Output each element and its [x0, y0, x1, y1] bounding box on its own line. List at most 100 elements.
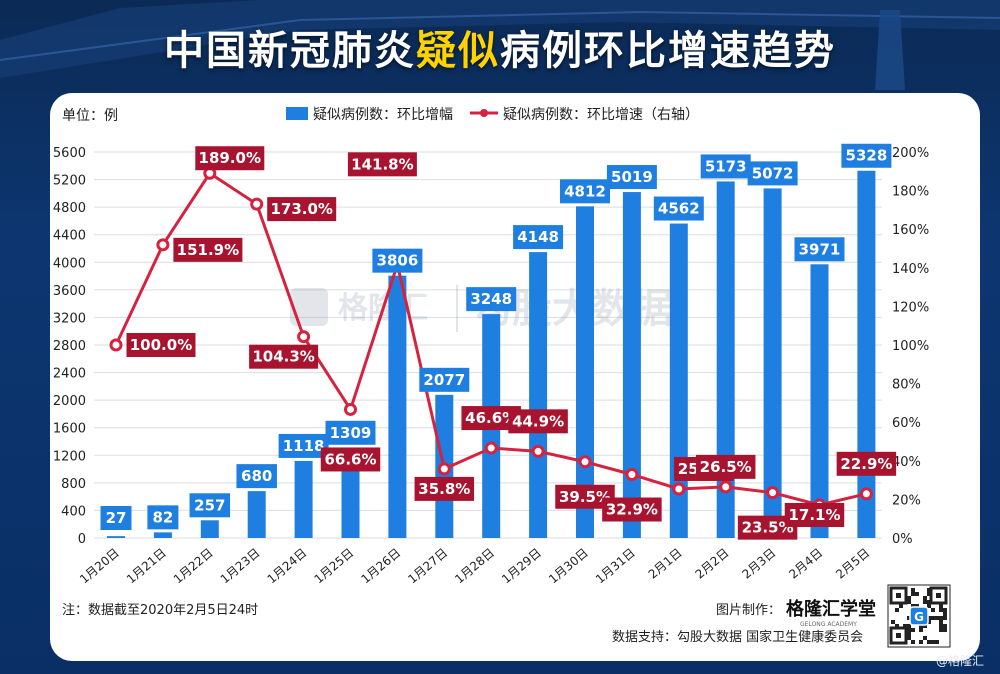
- qr-module: [931, 608, 935, 612]
- x-tick-label: 1月28日: [452, 546, 497, 587]
- unit-label: 单位：例: [62, 108, 118, 124]
- y-left-tick-label: 2800: [53, 339, 86, 354]
- qr-module: [919, 640, 923, 644]
- qr-module: [935, 640, 939, 644]
- rate-point: [859, 487, 873, 501]
- qr-module: [907, 624, 911, 628]
- qr-module: [939, 628, 943, 632]
- qr-finder: [889, 626, 908, 645]
- rate-point: [156, 238, 170, 252]
- made-by-label: 图片制作：: [716, 603, 781, 618]
- x-tick-label: 1月31日: [593, 546, 638, 587]
- rate-value-label: 189.0%: [199, 149, 261, 167]
- y-right-tick-label: 120%: [892, 300, 929, 315]
- rate-value-label: 46.6%: [465, 409, 517, 427]
- brand-name: 格隆汇学堂: [786, 598, 876, 620]
- bar-value-label: 3806: [377, 252, 419, 270]
- rate-value-label-box: [347, 152, 417, 177]
- rate-value-label: 104.3%: [252, 348, 314, 366]
- y-right-tick-label: 160%: [892, 223, 929, 238]
- x-tick-label: 2月3日: [739, 546, 778, 582]
- rate-point: [297, 330, 311, 344]
- y-axis-right: 0% 20% 40% 60% 80% 100% 120% 140% 160% 180% 200%: [892, 146, 929, 547]
- bar: [857, 170, 876, 538]
- x-tick-label: 1月20日: [77, 546, 122, 587]
- rate-value-label-box: [249, 344, 319, 369]
- qr-module: [943, 612, 947, 616]
- bar-value-label: 5072: [752, 164, 794, 182]
- rate-point: [484, 441, 498, 455]
- image-credit: @格隆汇: [936, 654, 985, 668]
- y-right-tick-label: 60%: [892, 416, 921, 431]
- rate-value-label-box: [195, 146, 265, 171]
- bar-value-label: 5019: [611, 168, 653, 186]
- bar-value-label: 1118: [283, 437, 325, 455]
- x-tick-label: 1月29日: [499, 546, 544, 587]
- qr-module: [915, 604, 919, 608]
- rate-value-label-box: [126, 333, 196, 357]
- qr-module: [927, 616, 931, 620]
- rate-value-label-box: [695, 454, 756, 479]
- rate-value-label-box: [602, 497, 662, 522]
- qr-module: [939, 616, 943, 620]
- y-left-tick-label: 2000: [53, 394, 86, 409]
- qr-module: [939, 620, 943, 624]
- qr-module: [911, 588, 915, 592]
- legend: 疑似病例数：环比增幅 疑似病例数：环比增速（右轴）: [286, 107, 699, 123]
- bar: [529, 252, 548, 538]
- qr-module: [911, 640, 915, 644]
- bar-labels: 27 82 257 680 1118 1309 3806 2077 3248 4148 4812 50…: [100, 143, 892, 530]
- x-tick-label: 1月30日: [546, 546, 591, 587]
- qr-module: [927, 588, 931, 592]
- rate-value-label: 26.5%: [700, 458, 752, 476]
- qr-module: [911, 604, 915, 608]
- x-tick-label: 1月25日: [311, 546, 356, 587]
- bar: [200, 520, 219, 538]
- bar-value-label-box: [747, 161, 798, 186]
- qr-finder-dot: [896, 593, 901, 598]
- bar-value-label-box: [560, 179, 610, 204]
- qr-module: [927, 600, 931, 604]
- legend-line-marker: [480, 109, 488, 117]
- qr-finder: [929, 586, 948, 605]
- qr-module: [939, 608, 943, 612]
- x-tick-label: 1月24日: [265, 546, 310, 587]
- legend-bar-label: 疑似病例数：环比增幅: [313, 107, 453, 123]
- y-left-tick-label: 4800: [53, 201, 86, 216]
- bar-value-label: 1309: [330, 424, 372, 442]
- bar-value-label-box: [325, 420, 376, 445]
- qr-module: [939, 624, 943, 628]
- qr-module: [923, 624, 927, 628]
- qr-module: [907, 632, 911, 636]
- y-left-tick-label: 5200: [53, 174, 86, 189]
- qr-finder-dot: [936, 593, 941, 598]
- x-axis: 1月20日 1月21日 1月22日 1月23日 1月24日 1月25日 1月26日 1月27日…: [77, 546, 872, 587]
- bar: [294, 460, 313, 538]
- qr-module: [923, 600, 927, 604]
- qr-module: [907, 600, 911, 604]
- rate-value-label: 100.0%: [130, 336, 192, 354]
- rate-point: [719, 480, 733, 494]
- rate-point: [109, 338, 123, 352]
- x-tick-label: 1月26日: [358, 546, 403, 587]
- qr-module: [907, 616, 911, 620]
- y-right-tick-label: 100%: [892, 339, 929, 354]
- rate-value-label-box: [267, 197, 337, 222]
- bar: [810, 264, 829, 538]
- bar-value-label-box: [419, 367, 470, 392]
- qr-finder: [889, 586, 908, 605]
- rate-value-label: 32.9%: [606, 501, 658, 519]
- x-tick-label: 1月21日: [124, 546, 169, 587]
- bar-value-label-box: [278, 433, 329, 458]
- qr-module: [923, 636, 927, 640]
- bar: [716, 181, 735, 538]
- y-left-tick-label: 2400: [53, 367, 86, 382]
- qr-module: [931, 640, 935, 644]
- qr-module: [907, 636, 911, 640]
- rate-point: [437, 462, 451, 476]
- bar-value-label: 3248: [470, 290, 512, 308]
- qr-logo-letter: G: [914, 610, 924, 624]
- bar-value-label: 82: [152, 508, 173, 526]
- bar: [107, 536, 125, 538]
- qr-code-modules: [889, 586, 948, 645]
